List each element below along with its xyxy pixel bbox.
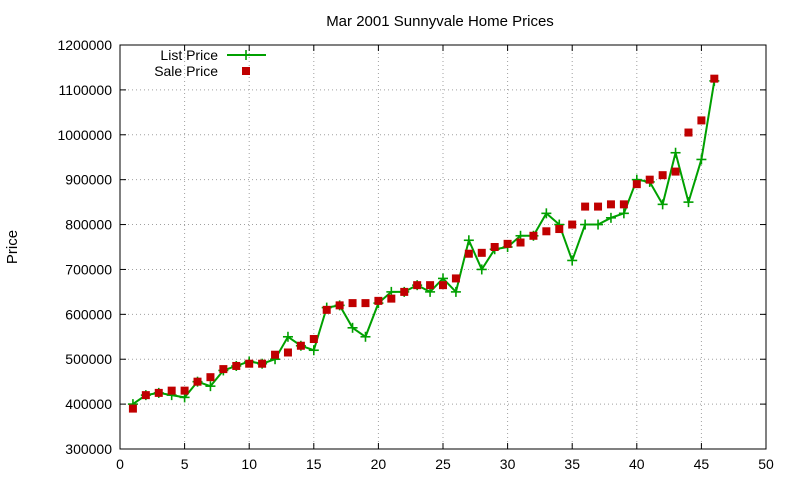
axis-ticks: 0 5 10 15 20 25 30 35 40 45 50 300000 400000 500000 60… [57, 37, 774, 472]
data-point [477, 248, 486, 257]
x-tick-label: 10 [241, 456, 257, 472]
data-point [374, 296, 383, 305]
y-tick-label: 900000 [65, 172, 112, 188]
y-tick-label: 600000 [65, 306, 112, 322]
chart-title: Mar 2001 Sunnyvale Home Prices [326, 13, 554, 30]
series-sale-price [128, 74, 719, 413]
x-tick-label: 50 [758, 456, 774, 472]
data-point [541, 208, 552, 219]
data-point [271, 350, 280, 359]
data-point [439, 281, 447, 290]
data-point [529, 231, 538, 240]
data-point [258, 359, 267, 368]
data-point [348, 299, 357, 308]
data-point [322, 305, 331, 314]
data-point [296, 341, 305, 350]
data-point [205, 381, 216, 392]
data-point [476, 264, 487, 275]
data-point [193, 377, 202, 386]
y-tick-label: 700000 [65, 261, 112, 277]
y-tick-label: 1200000 [57, 37, 112, 53]
data-point [593, 219, 604, 230]
data-point [245, 359, 254, 368]
y-tick-label: 1000000 [57, 127, 112, 143]
data-point [450, 286, 461, 297]
y-axis-label: Price [4, 230, 21, 264]
data-point [490, 243, 499, 251]
x-tick-label: 40 [629, 456, 645, 472]
data-point [180, 386, 189, 395]
data-point [335, 301, 344, 310]
data-point [154, 388, 163, 397]
data-point [710, 74, 719, 83]
series-line [132, 80, 716, 405]
data-point [594, 202, 603, 211]
data-point [606, 200, 615, 209]
data-point [464, 249, 473, 258]
data-point [232, 361, 241, 370]
x-tick-label: 25 [435, 456, 451, 472]
data-point [684, 128, 693, 137]
y-tick-label: 400000 [65, 396, 112, 412]
legend-marker [242, 67, 250, 75]
data-point [632, 180, 641, 189]
data-point [400, 287, 409, 296]
data-point [426, 281, 435, 290]
data-point [657, 199, 668, 210]
data-point [696, 154, 707, 165]
data-point [360, 331, 371, 342]
legend-label: List Price [160, 47, 218, 63]
x-tick-label: 30 [500, 456, 516, 472]
data-point [516, 238, 525, 247]
data-point [387, 294, 396, 303]
data-point [283, 348, 292, 357]
y-tick-label: 300000 [65, 441, 112, 457]
data-point [451, 274, 460, 283]
data-point [206, 373, 215, 382]
data-point [503, 239, 512, 248]
data-point [618, 208, 629, 219]
x-tick-label: 45 [694, 456, 710, 472]
legend-label: Sale Price [154, 63, 218, 79]
legend-marker [241, 50, 251, 60]
data-point [683, 197, 694, 208]
x-tick-label: 20 [371, 456, 387, 472]
data-point [219, 365, 228, 374]
data-point [580, 219, 591, 230]
data-point [619, 200, 628, 209]
data-point [658, 171, 667, 180]
data-point [128, 404, 137, 413]
data-point [697, 116, 706, 125]
data-point [542, 227, 551, 236]
data-point [555, 225, 564, 234]
data-point [567, 255, 578, 266]
plot-frame [119, 44, 767, 450]
x-tick-label: 5 [181, 456, 189, 472]
data-point [167, 386, 176, 395]
data-point [645, 175, 654, 184]
data-point [282, 331, 293, 342]
data-point [413, 281, 422, 290]
x-tick-label: 15 [306, 456, 322, 472]
data-point [309, 335, 318, 344]
y-tick-label: 800000 [65, 217, 112, 233]
data-point [581, 202, 590, 211]
data-point [141, 391, 150, 400]
data-point [463, 235, 474, 246]
x-tick-label: 35 [564, 456, 580, 472]
y-tick-label: 1100000 [59, 82, 113, 98]
grid [120, 45, 766, 449]
y-tick-label: 500000 [65, 351, 112, 367]
data-point [361, 299, 370, 308]
data-point [308, 345, 319, 356]
x-tick-label: 0 [116, 456, 124, 472]
data-point [605, 212, 616, 223]
plot-area [127, 74, 720, 413]
data-point [671, 167, 680, 176]
data-point [670, 147, 681, 158]
data-point [347, 322, 358, 333]
data-point [568, 220, 577, 229]
